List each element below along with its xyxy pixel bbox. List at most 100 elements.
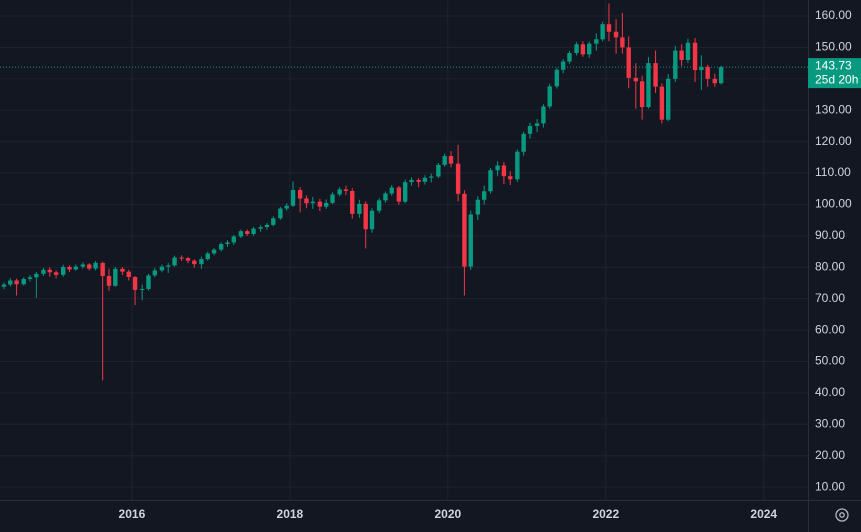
countdown-label: 25d 20h bbox=[815, 72, 858, 86]
candle-body bbox=[448, 156, 454, 164]
candle-body bbox=[534, 123, 540, 126]
candle-body bbox=[139, 288, 145, 290]
candle-body bbox=[100, 262, 105, 277]
candle-body bbox=[126, 271, 131, 278]
candle-body bbox=[73, 266, 79, 270]
x-tick-label: 2018 bbox=[277, 507, 304, 521]
candle-body bbox=[600, 24, 605, 40]
candle-body bbox=[396, 187, 402, 202]
candle-body bbox=[673, 50, 678, 79]
settings-icon[interactable] bbox=[835, 508, 849, 522]
candle-body bbox=[685, 42, 691, 60]
candle-body bbox=[554, 69, 560, 87]
candle-body bbox=[21, 278, 26, 285]
candle-body bbox=[1, 284, 7, 287]
candle-body bbox=[343, 189, 349, 191]
candle-body bbox=[330, 194, 335, 203]
candle-body bbox=[185, 258, 191, 261]
candle-body bbox=[60, 266, 66, 275]
candle-body bbox=[120, 268, 125, 272]
candle-body bbox=[574, 44, 579, 54]
candle-body bbox=[665, 78, 671, 120]
candle-body bbox=[205, 253, 210, 260]
y-tick-label: 50.00 bbox=[815, 354, 845, 368]
axes: 10.00 20.00 30.00 40.00 50.00 60.00 70.00 80.00… bbox=[119, 8, 861, 521]
candle-body bbox=[317, 201, 323, 207]
candle-body bbox=[231, 236, 236, 243]
candle-body bbox=[547, 86, 552, 107]
candle-body bbox=[304, 198, 309, 204]
candle-body bbox=[699, 66, 704, 71]
candle-body bbox=[626, 47, 631, 78]
candle-body bbox=[199, 259, 204, 265]
y-tick-label: 40.00 bbox=[815, 385, 845, 399]
candle-body bbox=[639, 81, 645, 108]
y-tick-label: 80.00 bbox=[815, 259, 845, 273]
x-tick-label: 2024 bbox=[750, 507, 777, 521]
candle-body bbox=[290, 190, 296, 206]
candle-body bbox=[159, 266, 165, 271]
candle-body bbox=[251, 228, 256, 234]
candle-body bbox=[8, 280, 13, 285]
candle-body bbox=[508, 176, 513, 180]
y-tick-label: 60.00 bbox=[815, 322, 845, 336]
candle-body bbox=[620, 37, 625, 48]
y-tick-label: 100.00 bbox=[815, 197, 852, 211]
candle-body bbox=[284, 205, 289, 209]
candles bbox=[1, 3, 724, 381]
y-tick-label: 110.00 bbox=[815, 165, 851, 179]
candle-body bbox=[41, 269, 46, 274]
candle-body bbox=[152, 270, 158, 276]
candle-body bbox=[179, 257, 184, 259]
y-tick-label: 120.00 bbox=[815, 134, 852, 148]
y-tick-label: 160.00 bbox=[815, 8, 852, 22]
y-tick-label: 150.00 bbox=[815, 40, 852, 54]
candle-body bbox=[225, 242, 230, 245]
x-tick-label: 2020 bbox=[434, 507, 461, 521]
y-tick-label: 130.00 bbox=[815, 102, 852, 116]
gear-center[interactable] bbox=[839, 512, 845, 518]
candle-body bbox=[468, 214, 473, 267]
candle-body bbox=[113, 268, 118, 286]
candle-body bbox=[659, 86, 665, 120]
candle-body bbox=[211, 249, 217, 254]
candle-body bbox=[357, 203, 362, 214]
candle-body bbox=[718, 67, 724, 84]
x-tick-label: 2016 bbox=[119, 507, 146, 521]
candle-body bbox=[337, 189, 342, 195]
gear-ring[interactable] bbox=[835, 508, 849, 522]
y-tick-label: 90.00 bbox=[815, 228, 845, 242]
candle-body bbox=[106, 276, 112, 286]
candle-body bbox=[416, 179, 421, 182]
candle-body bbox=[218, 244, 224, 250]
candle-body bbox=[93, 262, 98, 269]
y-tick-label: 10.00 bbox=[815, 479, 845, 493]
candle-body bbox=[488, 170, 493, 192]
candle-body bbox=[258, 227, 263, 229]
y-tick-label: 30.00 bbox=[815, 416, 845, 430]
candle-body bbox=[705, 66, 710, 79]
candle-body bbox=[271, 218, 276, 225]
candle-body bbox=[409, 179, 414, 183]
candle-body bbox=[27, 277, 33, 279]
candle-body bbox=[264, 224, 270, 228]
candle-body bbox=[422, 177, 428, 182]
candle-body bbox=[541, 106, 546, 124]
candle-body bbox=[278, 208, 283, 219]
candle-body bbox=[80, 264, 86, 267]
candle-body bbox=[192, 260, 197, 265]
candle-body bbox=[376, 200, 382, 211]
candle-body bbox=[310, 201, 315, 204]
candle-body bbox=[712, 78, 717, 84]
candle-body bbox=[567, 53, 572, 62]
y-tick-label: 20.00 bbox=[815, 448, 845, 462]
last-price-box bbox=[808, 58, 861, 89]
candle-body bbox=[653, 63, 658, 87]
candle-body bbox=[245, 231, 250, 234]
candle-body bbox=[587, 43, 592, 55]
candle-body bbox=[692, 42, 698, 71]
candle-body bbox=[436, 164, 441, 177]
candle-body bbox=[606, 24, 612, 32]
